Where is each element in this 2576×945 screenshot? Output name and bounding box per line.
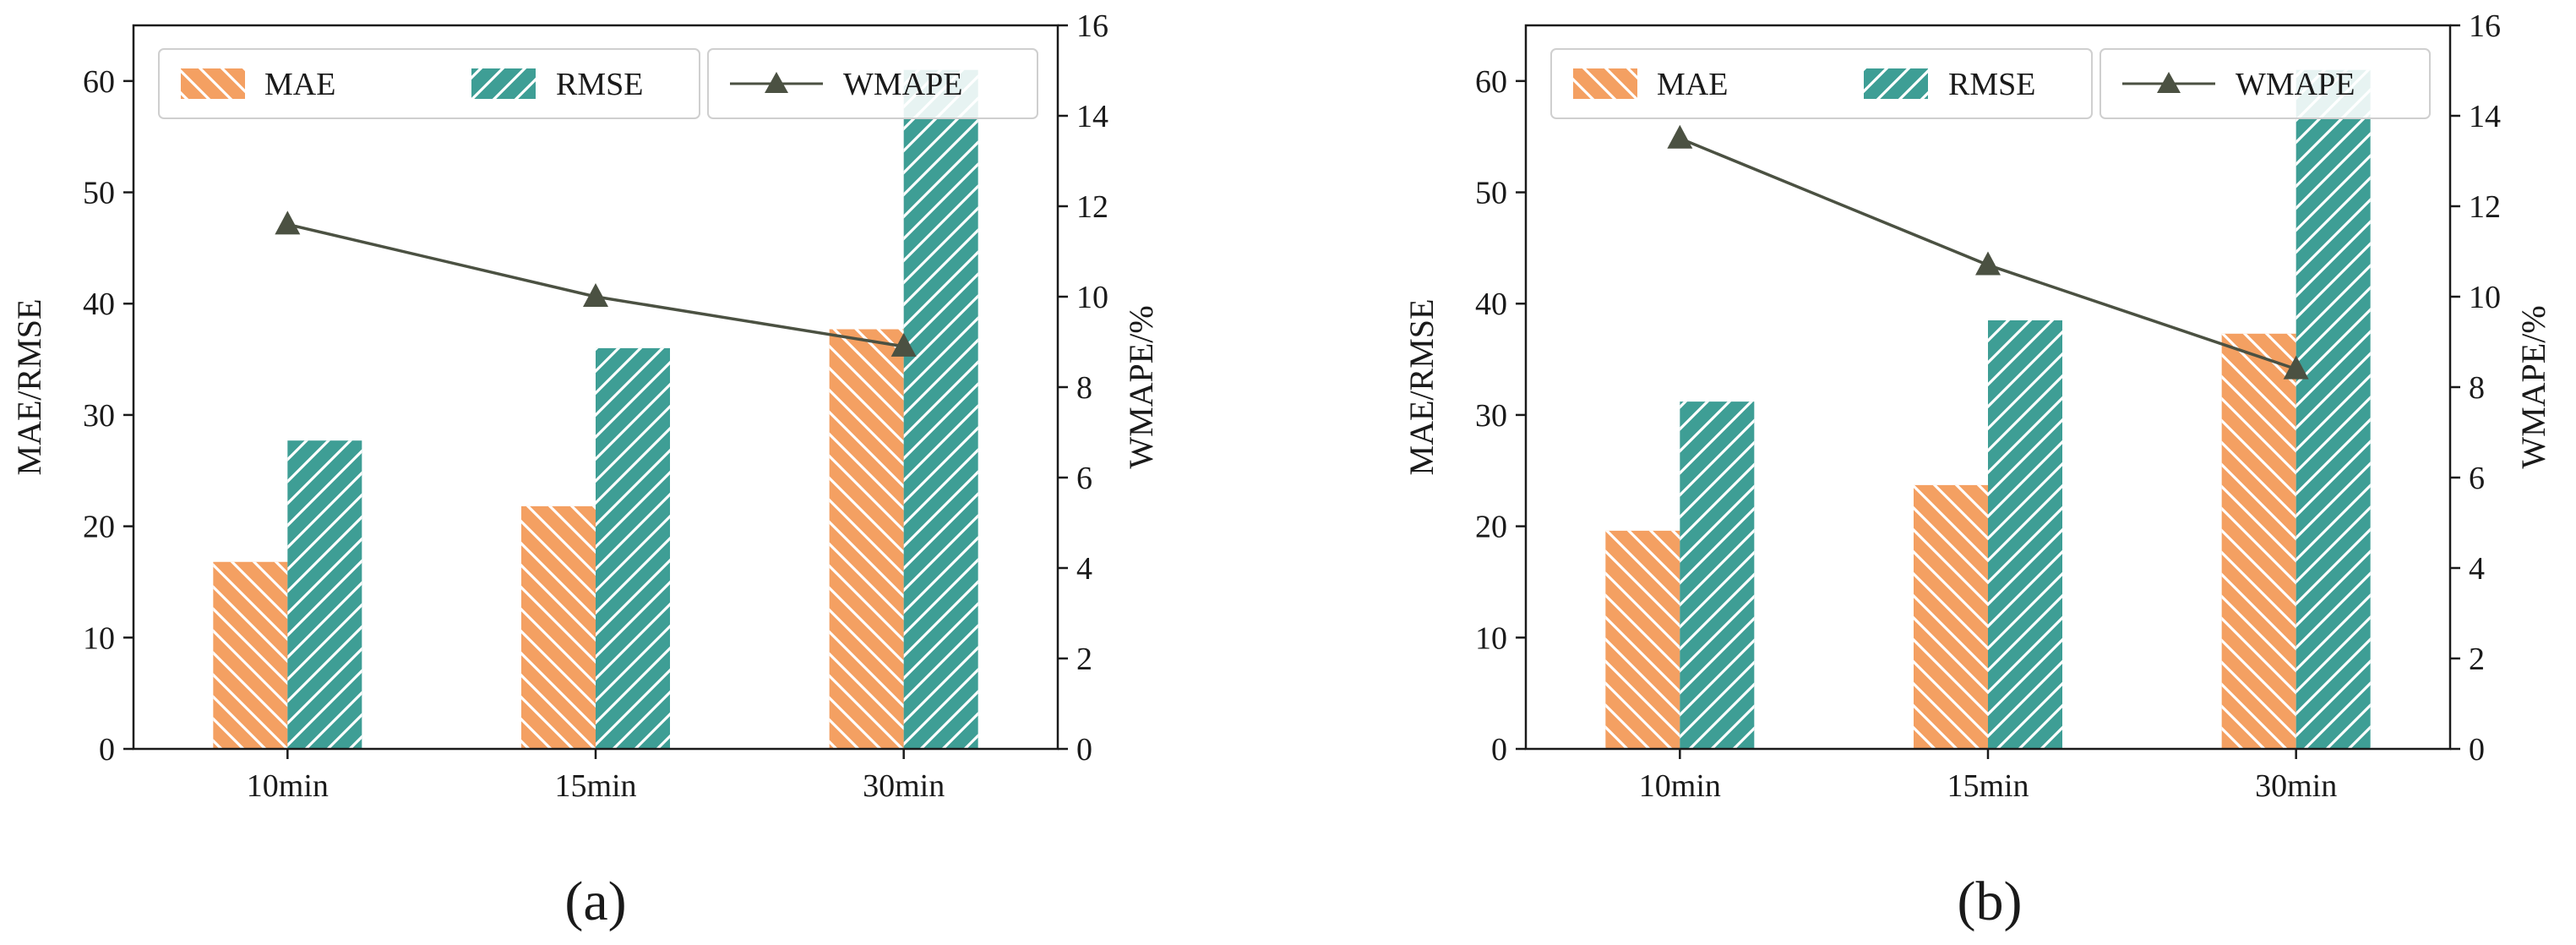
mae-bar-hatch (213, 561, 288, 749)
left-tick-label: 10 (83, 620, 115, 656)
mae-bar-hatch (2221, 333, 2296, 749)
rmse-bar-hatch (287, 440, 362, 749)
x-tick-label: 10min (1639, 768, 1721, 804)
plot-area (213, 69, 978, 749)
wmape-marker (890, 332, 917, 357)
left-tick-label: 40 (1475, 287, 1507, 322)
rmse-bar-hatch (2296, 69, 2371, 749)
legend-box-line (707, 48, 1038, 119)
right-tick-label: 2 (2469, 642, 2485, 677)
right-tick-label: 6 (2469, 461, 2485, 496)
left-tick-label: 50 (83, 176, 115, 211)
y-axis-label: MAE/RMSE (1402, 299, 1440, 476)
legend-label-rmse: RMSE (1948, 67, 2035, 102)
right-tick-label: 14 (2469, 99, 2501, 134)
y2-axis-label: WMAPE/% (1122, 305, 1160, 468)
legend-swatch-mae-hatch (181, 68, 245, 99)
rmse-bar-hatch (1988, 320, 2062, 749)
left-tick-label: 30 (1475, 398, 1507, 434)
left-tick-label: 10 (1475, 620, 1507, 656)
legend-marker-wmape (2157, 72, 2181, 93)
left-tick-label: 0 (1491, 732, 1507, 767)
legend-swatch-rmse-hatch (471, 68, 536, 99)
legend: MAE RMSE WMAPE (1550, 48, 2431, 119)
mae-bar-hatch (521, 505, 596, 749)
x-tick-label: 15min (554, 768, 636, 804)
wmape-marker (1667, 124, 1693, 149)
right-tick-label: 8 (2469, 370, 2485, 406)
legend-swatch-mae-hatch (1573, 68, 1637, 99)
legend: MAE RMSE WMAPE (158, 48, 1038, 119)
right-tick-label: 8 (1076, 370, 1092, 406)
right-tick-label: 0 (2469, 732, 2485, 767)
right-tick-label: 10 (2469, 280, 2501, 315)
left-tick-label: 0 (99, 732, 115, 767)
legend-swatch-rmse-hatch (1864, 68, 1928, 99)
legend-label-rmse: RMSE (556, 67, 643, 102)
chart-panel-b: MAE RMSE WMAPE 0 10 20 30 40 50 60 0 2 4 6 8 10 12 14 16 10… (1402, 8, 2552, 932)
legend-box-bars (158, 48, 700, 119)
wmape-marker (275, 210, 301, 235)
right-tick-label: 0 (1076, 732, 1092, 767)
right-tick-label: 2 (1076, 642, 1092, 677)
rmse-bar-hatch (596, 347, 670, 749)
right-tick-label: 6 (1076, 461, 1092, 496)
x-tick-label: 30min (2255, 768, 2337, 804)
legend-box-bars (1550, 48, 2093, 119)
axes: 0 10 20 30 40 50 60 0 2 4 6 8 10 12 14 16 10min 15min 30mi… (1402, 8, 2552, 804)
right-tick-label: 16 (2469, 8, 2501, 44)
left-tick-label: 60 (1475, 64, 1507, 100)
x-tick-label: 30min (863, 768, 945, 804)
right-tick-label: 14 (1076, 99, 1108, 134)
right-tick-label: 4 (1076, 551, 1092, 587)
wmape-marker (583, 283, 608, 307)
legend-label-mae: MAE (264, 67, 335, 102)
left-tick-label: 30 (83, 398, 115, 434)
left-tick-label: 40 (83, 287, 115, 322)
y2-axis-label: WMAPE/% (2514, 305, 2552, 468)
right-tick-label: 10 (1076, 280, 1108, 315)
rmse-bar-hatch (1680, 401, 1755, 749)
rmse-bar-hatch (903, 69, 978, 749)
axes: 0 10 20 30 40 50 60 0 2 4 6 8 10 12 14 16 10min 15min 30mi… (10, 8, 1160, 804)
mae-bar-hatch (1605, 530, 1680, 749)
right-tick-label: 16 (1076, 8, 1108, 44)
left-tick-label: 50 (1475, 176, 1507, 211)
right-tick-label: 12 (2469, 189, 2501, 225)
mae-bar-hatch (829, 329, 904, 749)
x-tick-label: 15min (1947, 768, 2029, 804)
left-tick-label: 20 (83, 510, 115, 545)
legend-marker-wmape (765, 72, 788, 93)
mae-bar-hatch (1914, 484, 1988, 749)
panel-caption: (b) (1958, 871, 2023, 932)
legend-label-wmape: WMAPE (843, 67, 962, 102)
legend-box-line (2099, 48, 2431, 119)
y-axis-label: MAE/RMSE (10, 299, 48, 476)
left-tick-label: 60 (83, 64, 115, 100)
chart-panel-a: MAE RMSE WMAPE 0 10 20 30 40 50 60 0 2 4 6 8 10 12 14 16 10… (10, 8, 1160, 932)
right-tick-label: 4 (2469, 551, 2485, 587)
legend-label-mae: MAE (1657, 67, 1728, 102)
wmape-marker (2283, 355, 2309, 380)
plot-area (1605, 69, 2371, 749)
right-tick-label: 12 (1076, 189, 1108, 225)
legend-label-wmape: WMAPE (2236, 67, 2355, 102)
left-tick-label: 20 (1475, 510, 1507, 545)
x-tick-label: 10min (247, 768, 329, 804)
panel-caption: (a) (564, 871, 626, 932)
wmape-marker (1975, 251, 2001, 276)
